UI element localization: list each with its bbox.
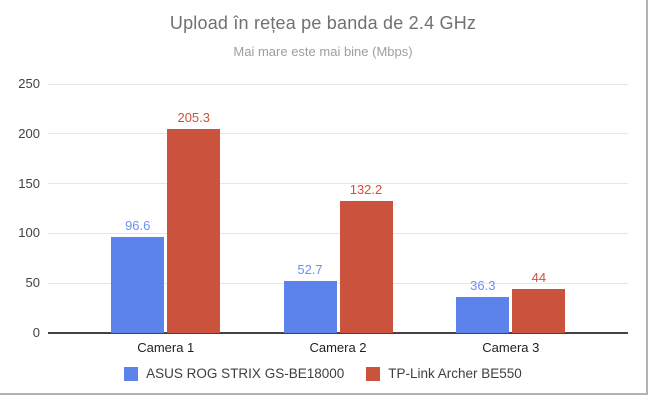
y-axis-tick-label: 100 xyxy=(18,225,40,241)
y-axis-tick-label: 50 xyxy=(25,275,40,291)
bar: 96.6 xyxy=(111,218,165,333)
legend: ASUS ROG STRIX GS-BE18000 TP-Link Archer … xyxy=(0,366,646,381)
y-axis-tick-label: 200 xyxy=(18,125,40,141)
bar-value-label: 52.7 xyxy=(297,262,323,277)
bar: 205.3 xyxy=(167,110,221,333)
bar-group: 52.7 132.2 xyxy=(283,84,393,333)
legend-label: ASUS ROG STRIX GS-BE18000 xyxy=(146,366,345,381)
gridline xyxy=(48,83,628,85)
bar-value-label: 36.3 xyxy=(470,278,496,293)
bar: 44 xyxy=(512,270,566,333)
plot-area: 96.6 205.3 52.7 132.2 36.3 44 xyxy=(48,83,628,334)
legend-swatch-icon xyxy=(366,366,381,381)
chart-title: Upload în rețea pe banda de 2.4 GHz xyxy=(169,13,477,33)
chart-subtitle: Mai mare este mai bine (Mbps) xyxy=(233,44,413,59)
legend-swatch-icon xyxy=(124,366,139,381)
bar: 132.2 xyxy=(339,182,393,333)
x-axis-category-label: Camera 1 xyxy=(137,340,195,355)
bar: 52.7 xyxy=(283,262,337,333)
bar-group: 96.6 205.3 xyxy=(111,84,221,333)
gridline xyxy=(48,133,628,135)
bar-value-label: 205.3 xyxy=(177,110,211,125)
y-axis-tick-label: 150 xyxy=(18,175,40,191)
bar-group: 36.3 44 xyxy=(456,84,566,333)
bar-value-label: 96.6 xyxy=(125,218,151,233)
legend-item: ASUS ROG STRIX GS-BE18000 xyxy=(124,366,344,381)
gridline xyxy=(48,282,628,284)
bar: 36.3 xyxy=(456,278,510,333)
y-axis-tick-label: 250 xyxy=(18,76,40,91)
bar-value-label: 44 xyxy=(531,270,547,285)
x-axis-line xyxy=(48,332,628,334)
gridline xyxy=(48,183,628,185)
x-axis-category-label: Camera 3 xyxy=(482,340,540,355)
x-axis-category-label: Camera 2 xyxy=(309,340,367,355)
gridline xyxy=(48,232,628,234)
legend-item: TP-Link Archer BE550 xyxy=(366,366,522,381)
y-axis-tick-label: 0 xyxy=(32,325,40,340)
legend-label: TP-Link Archer BE550 xyxy=(388,366,522,381)
bar-value-label: 132.2 xyxy=(349,182,383,197)
